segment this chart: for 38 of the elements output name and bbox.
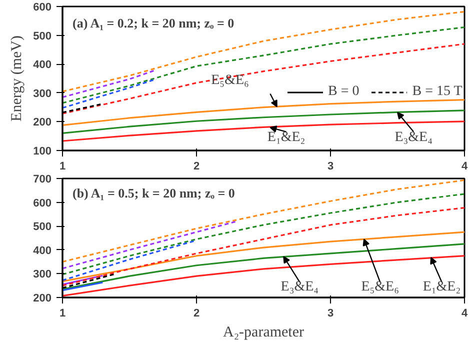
line-series [62, 99, 464, 126]
x-axis-title: A₂-parameter [222, 324, 304, 340]
annotation: E₃&E₄ [280, 279, 319, 294]
y-tick-label: 300 [33, 268, 52, 281]
y-tick-label: 400 [33, 59, 52, 72]
y-tick-label: 200 [33, 292, 52, 304]
x-tick-label: 4 [461, 160, 468, 172]
text: (b) A₁ = 0.5; k = 20 nm; zₒ = 0 [72, 186, 235, 200]
x-tick-label: 2 [193, 160, 200, 172]
annotation: E₅&E₆ [361, 279, 400, 294]
x-tick-label: 1 [59, 308, 66, 320]
y-tick-label: 300 [33, 88, 52, 100]
x-tick-label: 3 [327, 308, 334, 320]
x-tick-label: 4 [461, 308, 468, 320]
y-tick-label: 500 [33, 30, 52, 42]
line-series [62, 120, 464, 142]
line-series [62, 231, 464, 282]
y-tick-label: 600 [33, 197, 52, 210]
line-series [62, 220, 238, 270]
y-tick-label: 600 [33, 2, 52, 14]
x-tick-label: 1 [59, 160, 66, 172]
annotation: E₁&E₂ [422, 279, 461, 294]
annotation: B = 0 [328, 84, 360, 100]
annotation: E₅&E₆ [211, 73, 249, 88]
y-axis-title: Energy (meV) [9, 36, 26, 122]
line-series [62, 43, 464, 114]
text: (a) A₁ = 0.2; k = 20 nm; zₒ = 0 [72, 16, 234, 30]
y-tick-label: 100 [33, 146, 52, 158]
annotation: B = 15 T [412, 84, 462, 100]
y-tick-label: 700 [33, 174, 52, 186]
line-series [62, 179, 464, 263]
y-tick-label: 400 [33, 244, 52, 257]
annotation: E₃&E₄ [394, 130, 433, 146]
x-tick-label: 2 [193, 308, 200, 320]
y-tick-label: 500 [33, 221, 52, 234]
x-tick-label: 3 [327, 160, 334, 172]
y-tick-label: 200 [33, 116, 52, 129]
annotation: E₁&E₂ [267, 130, 306, 146]
